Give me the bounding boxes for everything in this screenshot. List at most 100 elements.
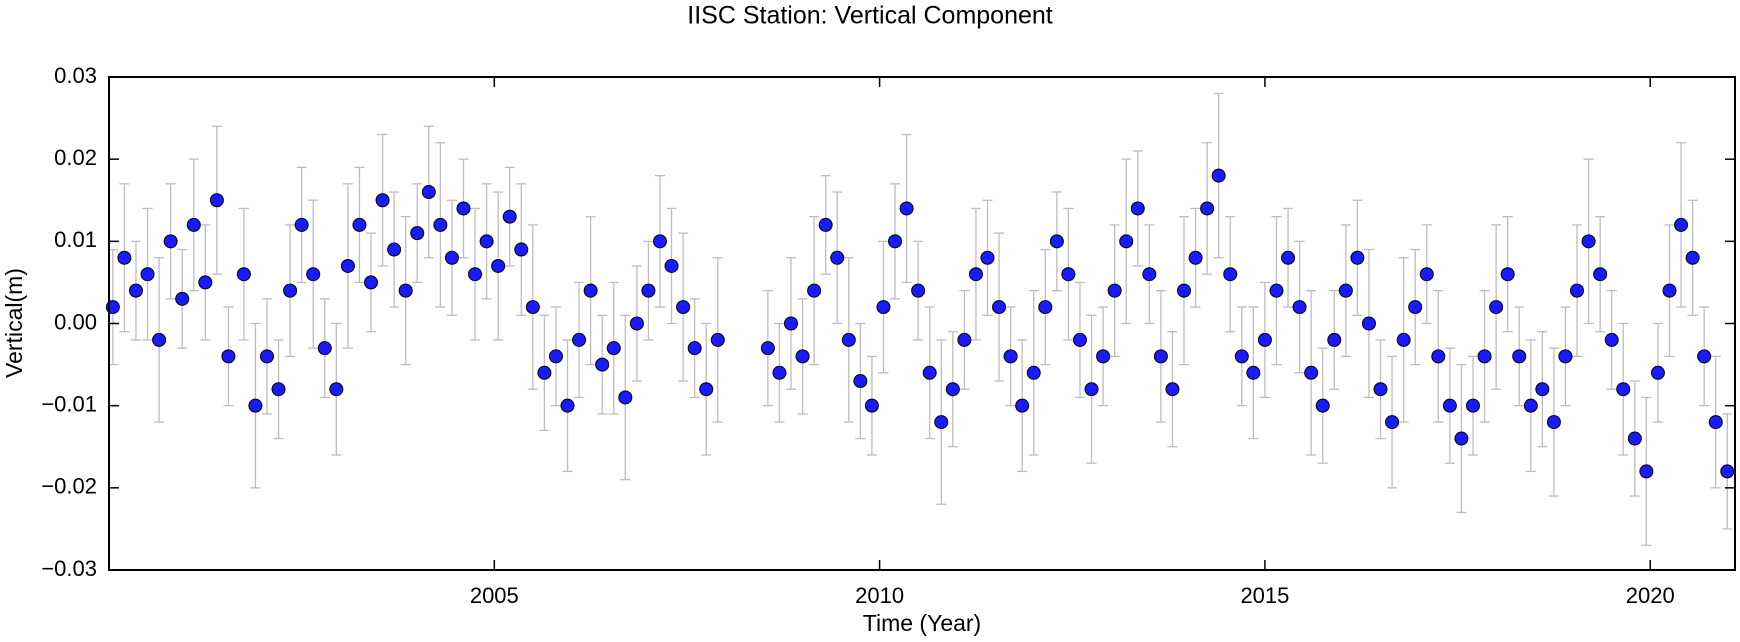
data-point (1674, 217, 1689, 232)
y-tick-label: 0.02 (54, 145, 97, 170)
data-point (259, 349, 274, 364)
data-point (317, 341, 332, 356)
data-point (1281, 250, 1296, 265)
chart-title: IISC Station: Vertical Component (687, 2, 1053, 30)
data-point (664, 258, 679, 273)
data-point (1546, 415, 1561, 430)
error-bars (107, 92, 1733, 546)
y-tick-label: 0.00 (54, 309, 97, 334)
y-tick-label: −0.03 (41, 556, 97, 581)
data-point (1419, 267, 1434, 282)
data-point (444, 250, 459, 265)
data-point (595, 357, 610, 372)
data-point (1708, 415, 1723, 430)
data-point (1327, 332, 1342, 347)
data-point (271, 382, 286, 397)
data-point (1616, 382, 1631, 397)
data-point (152, 332, 167, 347)
data-point (548, 349, 563, 364)
data-point (864, 398, 879, 413)
data-point (1685, 250, 1700, 265)
data-point (1165, 382, 1180, 397)
x-tick-label: 2015 (1240, 583, 1289, 608)
data-point (641, 283, 656, 298)
data-point (618, 390, 633, 405)
data-point (294, 217, 309, 232)
data-point (364, 275, 379, 290)
data-point (583, 283, 598, 298)
data-point (1269, 283, 1284, 298)
data-point (876, 300, 891, 315)
data-point (306, 267, 321, 282)
data-point (710, 332, 725, 347)
data-point (1523, 398, 1538, 413)
data-point (1431, 349, 1446, 364)
y-tick-label: 0.01 (54, 227, 97, 252)
data-point (352, 217, 367, 232)
data-point (783, 316, 798, 331)
data-point (934, 415, 949, 430)
data-point (1581, 234, 1596, 249)
data-point (117, 250, 132, 265)
data-point (572, 332, 587, 347)
data-point (968, 267, 983, 282)
data-point (1257, 332, 1272, 347)
data-point (945, 382, 960, 397)
data-point (456, 201, 471, 216)
data-point (421, 185, 436, 200)
data-point (853, 374, 868, 389)
data-point (1107, 283, 1122, 298)
data-point (1211, 168, 1226, 183)
data-point (1142, 267, 1157, 282)
data-point (340, 258, 355, 273)
data-point (1026, 365, 1041, 380)
data-point (1373, 382, 1388, 397)
data-point (1512, 349, 1527, 364)
data-point (888, 234, 903, 249)
data-point (128, 283, 143, 298)
data-point (687, 341, 702, 356)
data-point (410, 226, 425, 241)
data-point (375, 193, 390, 208)
data-point (1350, 250, 1365, 265)
data-point (1119, 234, 1134, 249)
data-point (537, 365, 552, 380)
data-point (1200, 201, 1215, 216)
data-point (1465, 398, 1480, 413)
y-axis-label: Vertical(m) (1, 268, 27, 378)
data-point (1489, 300, 1504, 315)
data-point (1084, 382, 1099, 397)
data-point (922, 365, 937, 380)
data-point (1234, 349, 1249, 364)
data-point (491, 258, 506, 273)
data-point (1072, 332, 1087, 347)
data-point (1558, 349, 1573, 364)
data-point (699, 382, 714, 397)
points (105, 168, 1735, 479)
data-point (1639, 464, 1654, 479)
data-point (1049, 234, 1064, 249)
data-point (899, 201, 914, 216)
data-point (329, 382, 344, 397)
data-point (175, 291, 190, 306)
data-point (1015, 398, 1030, 413)
data-point (1697, 349, 1712, 364)
data-point (248, 398, 263, 413)
data-point (502, 209, 517, 224)
data-point (433, 217, 448, 232)
data-point (479, 234, 494, 249)
data-point (236, 267, 251, 282)
data-point (1177, 283, 1192, 298)
data-point (163, 234, 178, 249)
data-point (795, 349, 810, 364)
data-point (283, 283, 298, 298)
data-point (1650, 365, 1665, 380)
data-point (841, 332, 856, 347)
data-point (772, 365, 787, 380)
data-point (1003, 349, 1018, 364)
data-point (1604, 332, 1619, 347)
data-point (980, 250, 995, 265)
x-tick-label: 2010 (855, 583, 904, 608)
